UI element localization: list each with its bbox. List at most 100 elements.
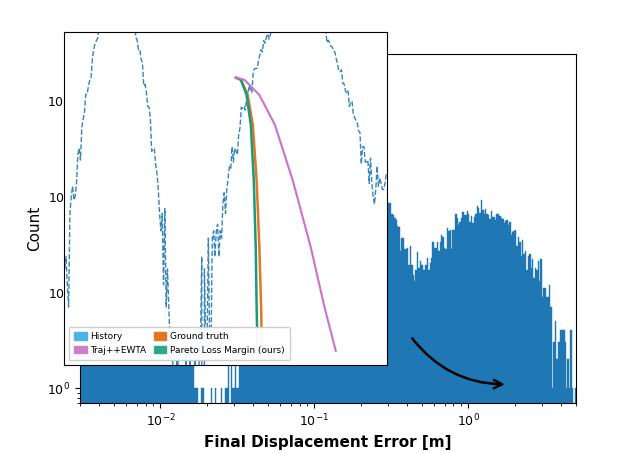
Bar [184, 302, 185, 453]
Bar [378, 179, 380, 453]
Bar [164, 174, 165, 453]
Bar [568, 359, 569, 453]
Bar [134, 123, 136, 453]
Bar [527, 256, 529, 453]
Bar [532, 260, 533, 453]
Bar [175, 240, 177, 453]
Bar [442, 236, 444, 453]
Bar [454, 230, 455, 453]
Bar [168, 196, 170, 453]
Bar [86, 288, 87, 453]
Bar [495, 220, 497, 453]
Bar [536, 270, 538, 453]
Bar [147, 130, 148, 453]
Bar [211, 388, 212, 453]
Bar [552, 388, 553, 453]
Bar [93, 265, 94, 453]
Bar [179, 257, 181, 453]
Bar [100, 217, 101, 453]
Bar [524, 254, 525, 453]
Bar [248, 302, 249, 453]
Bar [291, 168, 292, 453]
Bar [540, 260, 542, 453]
Bar [526, 270, 527, 453]
Bar [144, 123, 145, 453]
Bar [404, 249, 406, 453]
Bar [428, 270, 429, 453]
Bar [545, 288, 546, 453]
Bar [252, 273, 253, 453]
Bar [303, 148, 305, 453]
Bar [194, 388, 195, 453]
Bar [260, 238, 262, 453]
Bar [192, 359, 194, 453]
Bar [464, 216, 465, 453]
Bar [408, 265, 410, 453]
Bar [132, 121, 134, 453]
Bar [357, 148, 358, 453]
Bar [477, 206, 478, 453]
Bar [255, 270, 256, 453]
Bar [83, 342, 84, 453]
Bar [435, 248, 436, 453]
Bar [420, 261, 421, 453]
Bar [170, 207, 171, 453]
Bar [493, 217, 495, 453]
Bar [310, 141, 312, 453]
Bar [253, 288, 255, 453]
Bar [391, 213, 393, 453]
Bar [307, 145, 309, 453]
Bar [159, 164, 161, 453]
Bar [201, 388, 202, 453]
Bar [542, 297, 543, 453]
Bar [266, 244, 268, 453]
Bar [519, 242, 520, 453]
Bar [485, 209, 486, 453]
Bar [471, 216, 472, 453]
Bar [380, 190, 381, 453]
Bar [436, 242, 438, 453]
Bar [280, 195, 282, 453]
Bar [276, 200, 278, 453]
Bar [110, 172, 111, 453]
Bar [465, 215, 467, 453]
Bar [414, 281, 415, 453]
Bar [250, 281, 252, 453]
Bar [123, 130, 124, 453]
Bar [559, 342, 561, 453]
Bar [498, 214, 499, 453]
Bar [500, 218, 502, 453]
Bar [347, 135, 349, 453]
Bar [468, 213, 469, 453]
Bar [561, 331, 562, 453]
Bar [472, 223, 474, 453]
Bar [129, 127, 130, 453]
Bar [265, 241, 266, 453]
Bar [296, 159, 298, 453]
Bar [422, 270, 424, 453]
Bar [516, 246, 518, 453]
Bar [333, 132, 334, 453]
Bar [383, 195, 384, 453]
Bar [90, 278, 92, 453]
Bar [202, 388, 204, 453]
Bar [572, 388, 573, 453]
Bar [284, 182, 285, 453]
Bar [340, 135, 342, 453]
Bar [94, 244, 95, 453]
Bar [323, 135, 324, 453]
Bar [97, 248, 99, 453]
Bar [294, 157, 296, 453]
Bar [152, 143, 154, 453]
Bar [548, 297, 549, 453]
Bar [385, 195, 387, 453]
X-axis label: Final Displacement Error [m]: Final Displacement Error [m] [204, 435, 452, 450]
Bar [334, 131, 336, 453]
Bar [562, 331, 563, 453]
Bar [104, 198, 106, 453]
Bar [431, 257, 433, 453]
Bar [563, 331, 564, 453]
Bar [556, 359, 557, 453]
Bar [566, 388, 568, 453]
Bar [289, 173, 291, 453]
